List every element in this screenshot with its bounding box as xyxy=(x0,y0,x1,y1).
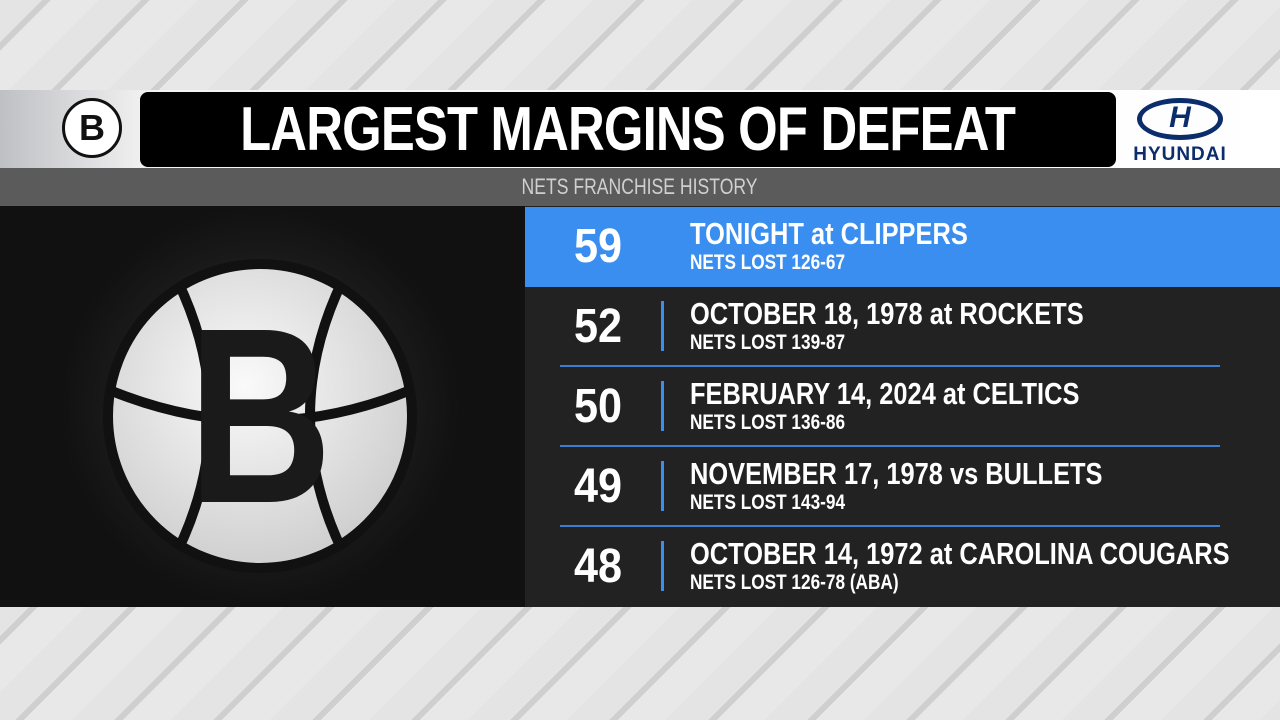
hyundai-mark-icon: H xyxy=(1137,98,1223,140)
nets-logo-icon: B xyxy=(62,98,122,158)
logo-area: B xyxy=(0,206,525,607)
game-result: NETS LOST 143-94 xyxy=(690,491,846,514)
game-result: NETS LOST 139-87 xyxy=(690,331,846,354)
margin-value: 52 xyxy=(573,300,623,353)
table-row: 59 TONIGHT at CLIPPERS NETS LOST 126-67 xyxy=(525,207,1280,287)
table-row: 49 NOVEMBER 17, 1978 vs BULLETS NETS LOST … xyxy=(525,447,1280,527)
game-description: OCTOBER 18, 1978 at ROCKETS xyxy=(690,296,1084,331)
nets-logo-letter: B xyxy=(79,107,105,148)
game-description: FEBRUARY 14, 2024 at CELTICS xyxy=(690,376,1080,411)
row-separator xyxy=(560,525,1220,527)
logo-letter: B xyxy=(187,276,333,555)
nets-basketball-logo-icon: B xyxy=(100,256,420,576)
table-row: 52 OCTOBER 18, 1978 at ROCKETS NETS LOST 1… xyxy=(525,287,1280,367)
game-result: NETS LOST 136-86 xyxy=(690,411,846,434)
game-description: OCTOBER 14, 1972 at CAROLINA COUGARS xyxy=(690,536,1230,571)
row-separator xyxy=(560,365,1220,367)
table-row: 50 FEBRUARY 14, 2024 at CELTICS NETS LOST … xyxy=(525,367,1280,447)
row-divider xyxy=(661,381,664,431)
basketball-icon xyxy=(103,259,417,573)
subtitle: NETS FRANCHISE HISTORY xyxy=(521,174,758,199)
margin-value: 48 xyxy=(573,540,623,593)
subtitle-bar: NETS FRANCHISE HISTORY xyxy=(0,168,1280,206)
row-divider xyxy=(661,541,664,591)
margin-value: 59 xyxy=(573,220,623,273)
game-description: TONIGHT at CLIPPERS xyxy=(690,216,968,251)
row-divider xyxy=(661,301,664,351)
margin-value: 50 xyxy=(573,380,623,433)
row-separator xyxy=(560,445,1220,447)
game-result: NETS LOST 126-67 xyxy=(690,251,846,274)
game-description: NOVEMBER 17, 1978 vs BULLETS xyxy=(690,456,1103,491)
table-row: 48 OCTOBER 14, 1972 at CAROLINA COUGARS NE… xyxy=(525,527,1280,607)
hyundai-logo: H HYUNDAI xyxy=(1120,96,1240,166)
page-title: LARGEST MARGINS OF DEFEAT xyxy=(240,95,1016,164)
game-result: NETS LOST 126-78 (ABA) xyxy=(690,571,899,594)
margin-value: 49 xyxy=(573,460,623,513)
sponsor-name: HYUNDAI xyxy=(1133,144,1227,165)
title-box: LARGEST MARGINS OF DEFEAT xyxy=(140,92,1116,167)
row-divider xyxy=(661,461,664,511)
